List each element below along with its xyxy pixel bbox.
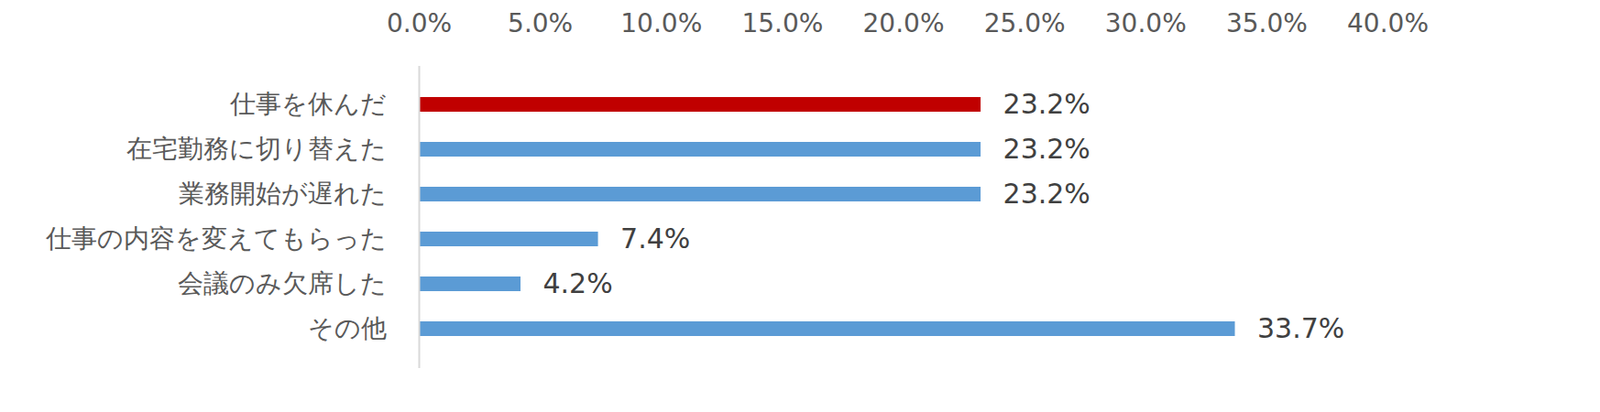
- svg-text:0.0%: 0.0%: [386, 8, 452, 39]
- svg-text:仕事の内容を変えてもらった: 仕事の内容を変えてもらった: [44, 223, 387, 254]
- svg-text:30.0%: 30.0%: [1105, 8, 1187, 39]
- svg-text:10.0%: 10.0%: [620, 8, 702, 39]
- svg-text:会議のみ欠席した: 会議のみ欠席した: [177, 268, 387, 299]
- svg-text:仕事を休んだ: 仕事を休んだ: [229, 88, 387, 120]
- svg-text:7.4%: 7.4%: [620, 222, 691, 255]
- svg-text:業務開始が遅れた: 業務開始が遅れた: [178, 178, 387, 209]
- svg-text:23.2%: 23.2%: [1003, 87, 1091, 121]
- svg-text:35.0%: 35.0%: [1226, 8, 1308, 39]
- svg-text:23.2%: 23.2%: [1003, 132, 1091, 165]
- svg-text:15.0%: 15.0%: [741, 8, 823, 39]
- svg-text:25.0%: 25.0%: [984, 8, 1066, 39]
- svg-text:在宅勤務に切り替えた: 在宅勤務に切り替えた: [126, 133, 387, 165]
- svg-text:その他: その他: [307, 313, 387, 344]
- svg-text:23.2%: 23.2%: [1003, 177, 1091, 210]
- svg-text:33.7%: 33.7%: [1257, 312, 1345, 345]
- svg-text:5.0%: 5.0%: [507, 8, 573, 39]
- svg-text:40.0%: 40.0%: [1347, 8, 1429, 39]
- svg-text:4.2%: 4.2%: [542, 267, 613, 300]
- svg-text:20.0%: 20.0%: [863, 8, 945, 39]
